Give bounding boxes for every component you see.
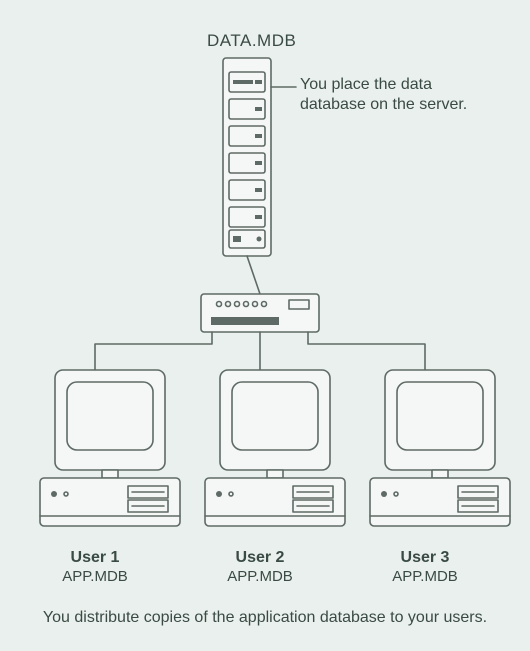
- user-2-name: User 2: [190, 548, 330, 568]
- server-db-title: DATA.MDB: [207, 30, 296, 51]
- user-3-name: User 3: [355, 548, 495, 568]
- user-3-file: APP.MDB: [355, 568, 495, 587]
- server-annotation: You place the data database on the serve…: [300, 75, 467, 115]
- user-1-file: APP.MDB: [25, 568, 165, 587]
- user-1-name: User 1: [25, 548, 165, 568]
- server-annotation-line2: database on the server.: [300, 95, 467, 115]
- server-annotation-line1: You place the data: [300, 75, 467, 95]
- user-2-file: APP.MDB: [190, 568, 330, 587]
- footer-caption: You distribute copies of the application…: [0, 608, 530, 628]
